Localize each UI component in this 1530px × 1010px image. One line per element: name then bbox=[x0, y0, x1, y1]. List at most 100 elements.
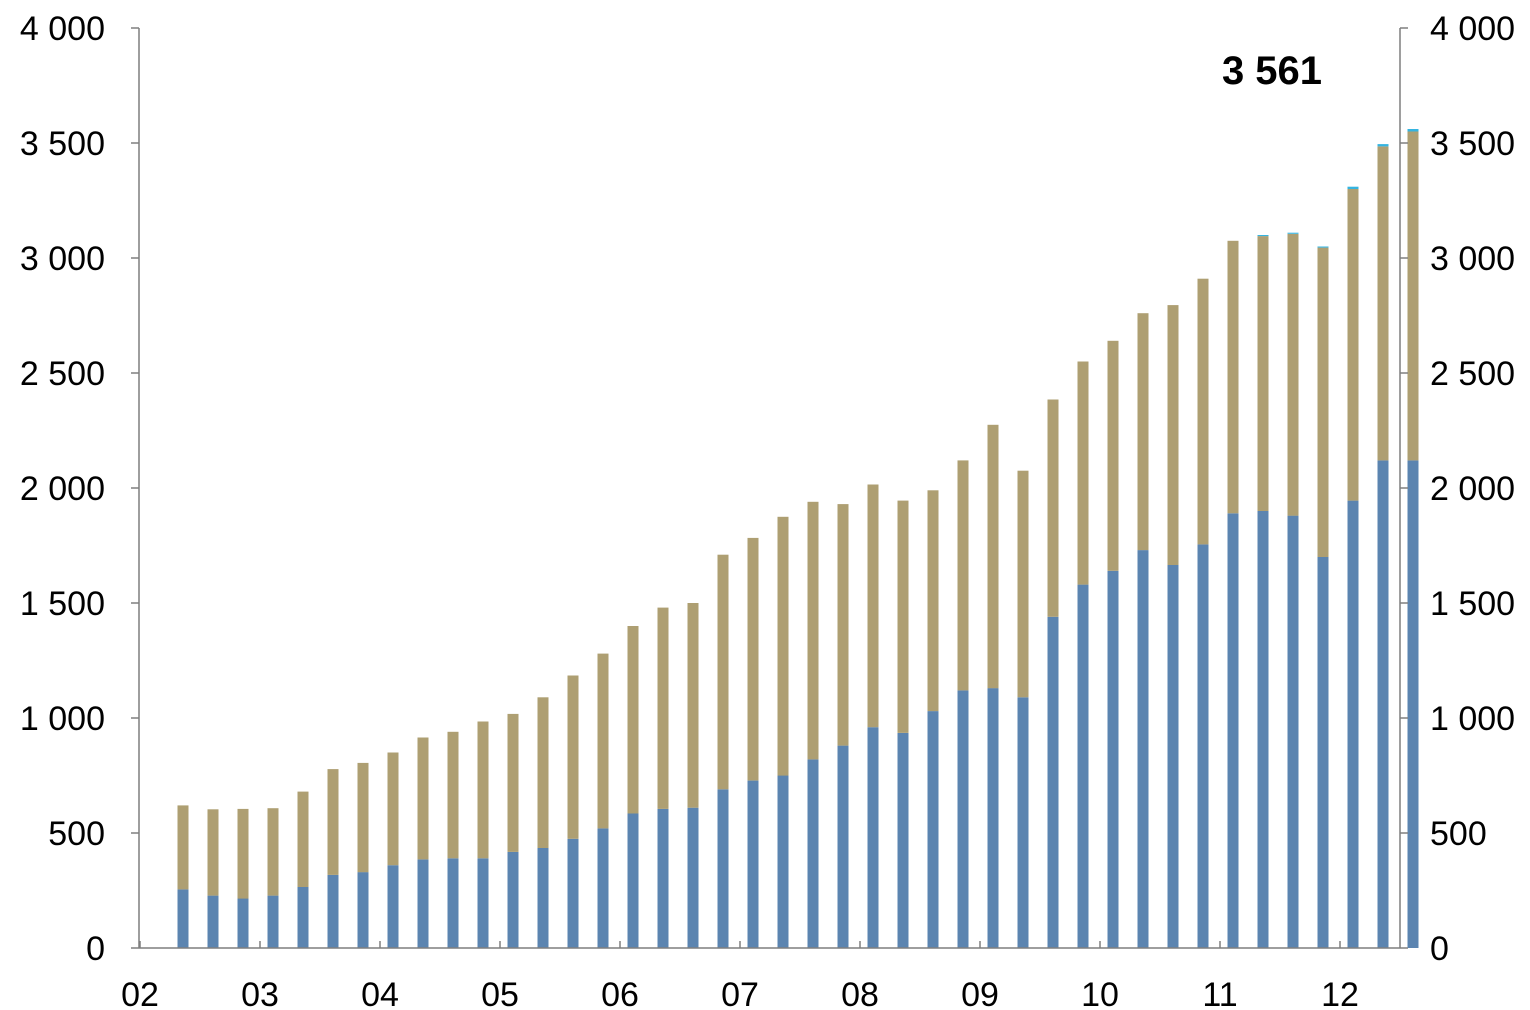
bar-segment-0-10 bbox=[477, 858, 489, 948]
x-tick-label: 06 bbox=[601, 976, 639, 1010]
bar-segment-0-12 bbox=[537, 848, 549, 948]
bar-segment-1-10 bbox=[477, 721, 489, 859]
x-tick-label: 05 bbox=[481, 976, 519, 1010]
bar-segment-0-24 bbox=[897, 733, 909, 948]
bar-segment-0-11 bbox=[507, 851, 519, 948]
bar-segment-0-9 bbox=[447, 858, 459, 948]
bar-segment-1-15 bbox=[627, 626, 639, 814]
x-tick-label: 09 bbox=[961, 976, 999, 1010]
bar-segment-1-6 bbox=[357, 762, 369, 873]
bar-segment-0-28 bbox=[1017, 697, 1029, 948]
bar-segment-0-19 bbox=[747, 780, 759, 948]
bar-segment-0-30 bbox=[1077, 584, 1089, 948]
y-tick-label-right: 2 000 bbox=[1430, 470, 1515, 508]
bar-segment-0-35 bbox=[1227, 513, 1239, 948]
bar-segment-0-20 bbox=[777, 775, 789, 948]
bar-segment-2-41 bbox=[1407, 129, 1419, 132]
bar-segment-1-20 bbox=[777, 516, 789, 776]
bar-segment-0-4 bbox=[297, 887, 309, 948]
bar-segment-1-22 bbox=[837, 504, 849, 746]
y-tick-label-right: 500 bbox=[1430, 815, 1487, 853]
bar-segment-0-14 bbox=[597, 828, 609, 948]
bar-segment-1-16 bbox=[657, 607, 669, 809]
bar-segment-0-18 bbox=[717, 789, 729, 948]
bar-segment-1-18 bbox=[717, 554, 729, 790]
bar-segment-0-38 bbox=[1317, 557, 1329, 948]
bar-segment-1-40 bbox=[1377, 146, 1389, 461]
bar-segment-1-2 bbox=[237, 808, 249, 899]
bar-segment-0-34 bbox=[1197, 544, 1209, 948]
bar-segment-1-32 bbox=[1137, 313, 1149, 551]
y-tick-label-left: 4 000 bbox=[20, 10, 105, 48]
bar-segment-0-1 bbox=[207, 895, 219, 948]
bar-segment-1-35 bbox=[1227, 240, 1239, 514]
x-tick-label: 10 bbox=[1081, 976, 1119, 1010]
bar-segment-0-15 bbox=[627, 813, 639, 948]
bar-segment-0-3 bbox=[267, 895, 279, 948]
bar-segment-0-32 bbox=[1137, 550, 1149, 948]
bar-segment-1-27 bbox=[987, 424, 999, 689]
bar-segment-0-7 bbox=[387, 865, 399, 948]
bar-segment-1-8 bbox=[417, 737, 429, 860]
bar-segment-0-26 bbox=[957, 690, 969, 948]
bar-segment-0-8 bbox=[417, 859, 429, 948]
x-tick-label: 11 bbox=[1202, 976, 1237, 1010]
bar-segment-2-37 bbox=[1287, 232, 1299, 234]
bar-segment-1-30 bbox=[1077, 361, 1089, 585]
bar-segment-0-31 bbox=[1107, 570, 1119, 948]
y-tick-label-left: 0 bbox=[86, 930, 105, 968]
bar-segment-1-23 bbox=[867, 484, 879, 728]
bar-segment-0-5 bbox=[327, 874, 339, 948]
bar-segment-1-12 bbox=[537, 697, 549, 848]
bar-segment-1-21 bbox=[807, 501, 819, 760]
bar-segment-1-34 bbox=[1197, 278, 1209, 545]
x-tick-label: 03 bbox=[241, 976, 279, 1010]
y-tick-label-right: 3 500 bbox=[1430, 125, 1515, 163]
labels-group: 0 0 500 500 1 000 1 000 1 500 1 500 2 000 2 000 2 … bbox=[20, 10, 1515, 1010]
bar-segment-2-39 bbox=[1347, 186, 1359, 189]
bar-segment-1-29 bbox=[1047, 399, 1059, 617]
bar-segment-0-23 bbox=[867, 727, 879, 948]
bar-segment-1-13 bbox=[567, 675, 579, 839]
bar-segment-0-41 bbox=[1407, 460, 1419, 948]
bar-segment-0-27 bbox=[987, 688, 999, 948]
bar-segment-0-25 bbox=[927, 711, 939, 948]
bar-segment-2-40 bbox=[1377, 144, 1389, 147]
y-tick-label-left: 500 bbox=[48, 815, 105, 853]
bar-segment-0-16 bbox=[657, 808, 669, 948]
bar-segment-0-6 bbox=[357, 872, 369, 948]
y-tick-label-right: 2 500 bbox=[1430, 355, 1515, 393]
y-tick-label-left: 3 500 bbox=[20, 125, 105, 163]
bar-segment-1-9 bbox=[447, 731, 459, 859]
bar-segment-2-38 bbox=[1317, 246, 1329, 248]
bar-segment-1-37 bbox=[1287, 233, 1299, 516]
bar-segment-1-33 bbox=[1167, 305, 1179, 565]
y-tick-label-right: 1 000 bbox=[1430, 700, 1515, 738]
y-tick-label-left: 2 000 bbox=[20, 470, 105, 508]
x-tick-label: 12 bbox=[1321, 976, 1359, 1010]
bar-segment-1-4 bbox=[297, 791, 309, 887]
axes-group bbox=[131, 27, 1408, 949]
bar-segment-0-37 bbox=[1287, 515, 1299, 948]
x-tick-label: 04 bbox=[361, 976, 399, 1010]
bar-segment-1-25 bbox=[927, 490, 939, 712]
bar-segment-1-28 bbox=[1017, 470, 1029, 698]
bar-segment-0-2 bbox=[237, 898, 249, 948]
x-tick-label: 07 bbox=[721, 976, 759, 1010]
y-tick-label-right: 0 bbox=[1430, 930, 1449, 968]
bar-segment-0-36 bbox=[1257, 511, 1269, 948]
bar-segment-0-33 bbox=[1167, 565, 1179, 948]
y-tick-label-right: 4 000 bbox=[1430, 10, 1515, 48]
bar-segment-0-29 bbox=[1047, 616, 1059, 948]
bar-segment-1-24 bbox=[897, 500, 909, 733]
bar-segment-0-17 bbox=[687, 807, 699, 948]
bar-segment-1-38 bbox=[1317, 247, 1329, 557]
bar-segment-1-14 bbox=[597, 653, 609, 829]
bar-segment-0-39 bbox=[1347, 500, 1359, 948]
bar-segment-1-17 bbox=[687, 603, 699, 808]
bar-segment-1-7 bbox=[387, 752, 399, 866]
y-tick-label-left: 1 500 bbox=[20, 585, 105, 623]
bar-segment-0-0 bbox=[177, 889, 189, 948]
y-tick-label-right: 1 500 bbox=[1430, 585, 1515, 623]
bar-segment-0-22 bbox=[837, 745, 849, 948]
